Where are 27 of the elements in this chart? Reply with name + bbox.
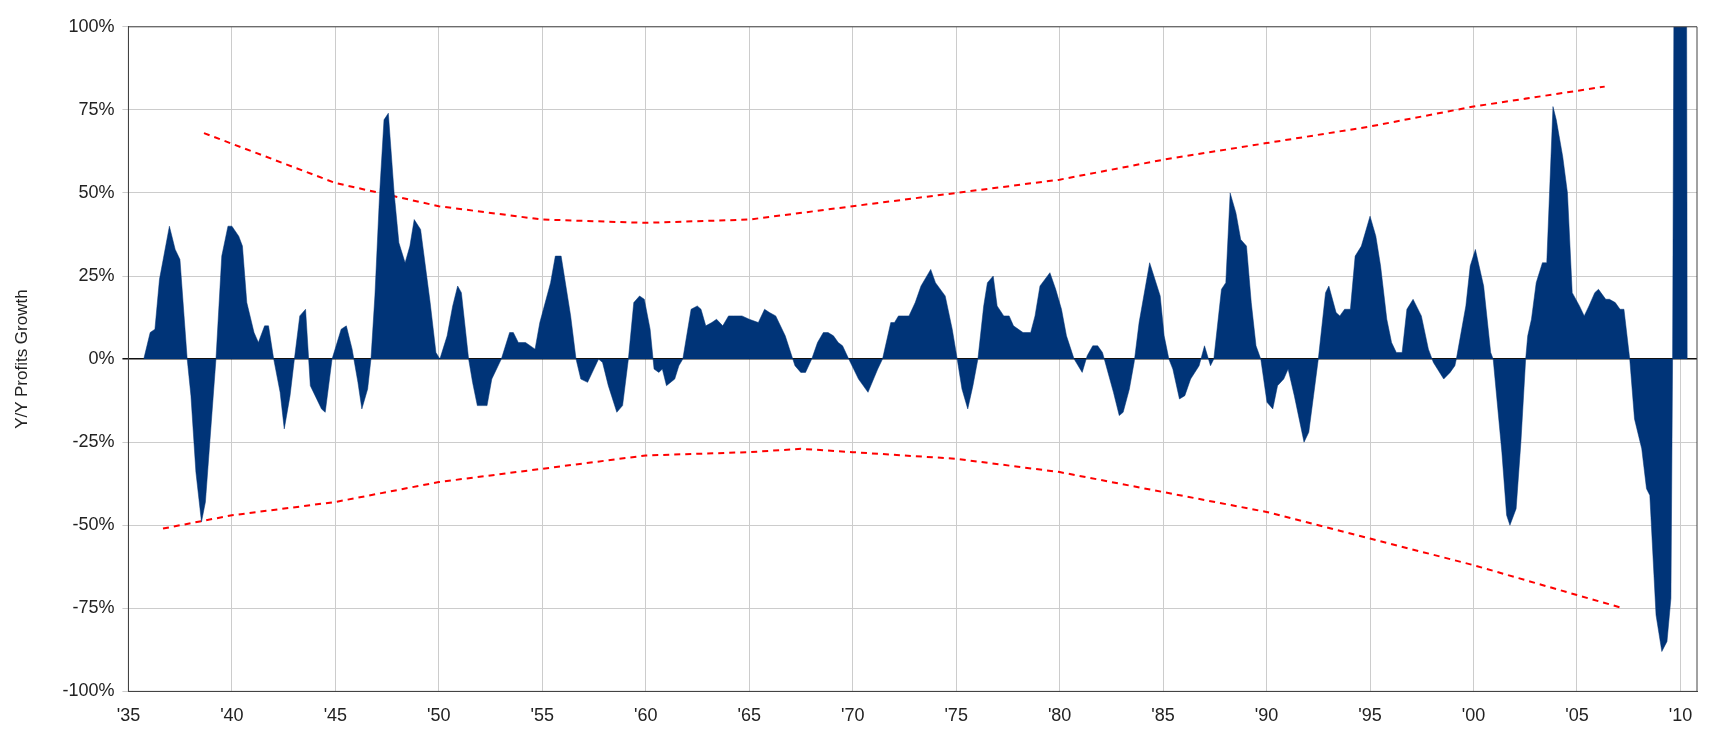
y-tick-label: 75% [78, 98, 115, 119]
y-axis-title: Y/Y Profits Growth [11, 289, 31, 429]
x-tick-label: '60 [634, 705, 658, 726]
x-tick-label: '40 [220, 705, 244, 726]
line-series [202, 85, 1606, 224]
x-tick-label: '80 [1047, 705, 1072, 726]
x-tick-label: '50 [427, 705, 451, 726]
x-tick-label: '00 [1461, 705, 1486, 726]
y-tick-label: 100% [68, 15, 115, 36]
y-tick-label: -25% [72, 431, 115, 452]
x-tick-label: '70 [840, 705, 865, 726]
x-tick-label: '65 [737, 705, 761, 726]
y-tick-label: -75% [72, 597, 115, 618]
x-tick-label: '10 [1668, 705, 1693, 726]
x-tick-label: '90 [1254, 705, 1279, 726]
x-tick-label: '55 [530, 705, 555, 726]
y-tick-label: -50% [72, 514, 115, 535]
x-tick-label: '85 [1151, 705, 1175, 726]
y-tick-label: 0% [88, 348, 115, 369]
x-tick-label: '45 [323, 705, 348, 726]
x-tick-label: '05 [1565, 705, 1589, 726]
y-tick-label: 50% [78, 181, 115, 202]
x-tick-label: '95 [1358, 705, 1382, 726]
x-tick-label: '35 [116, 705, 141, 726]
y-tick-label: 25% [78, 264, 115, 285]
y-tick-label: -100% [62, 680, 115, 701]
x-tick-label: '75 [944, 705, 968, 726]
